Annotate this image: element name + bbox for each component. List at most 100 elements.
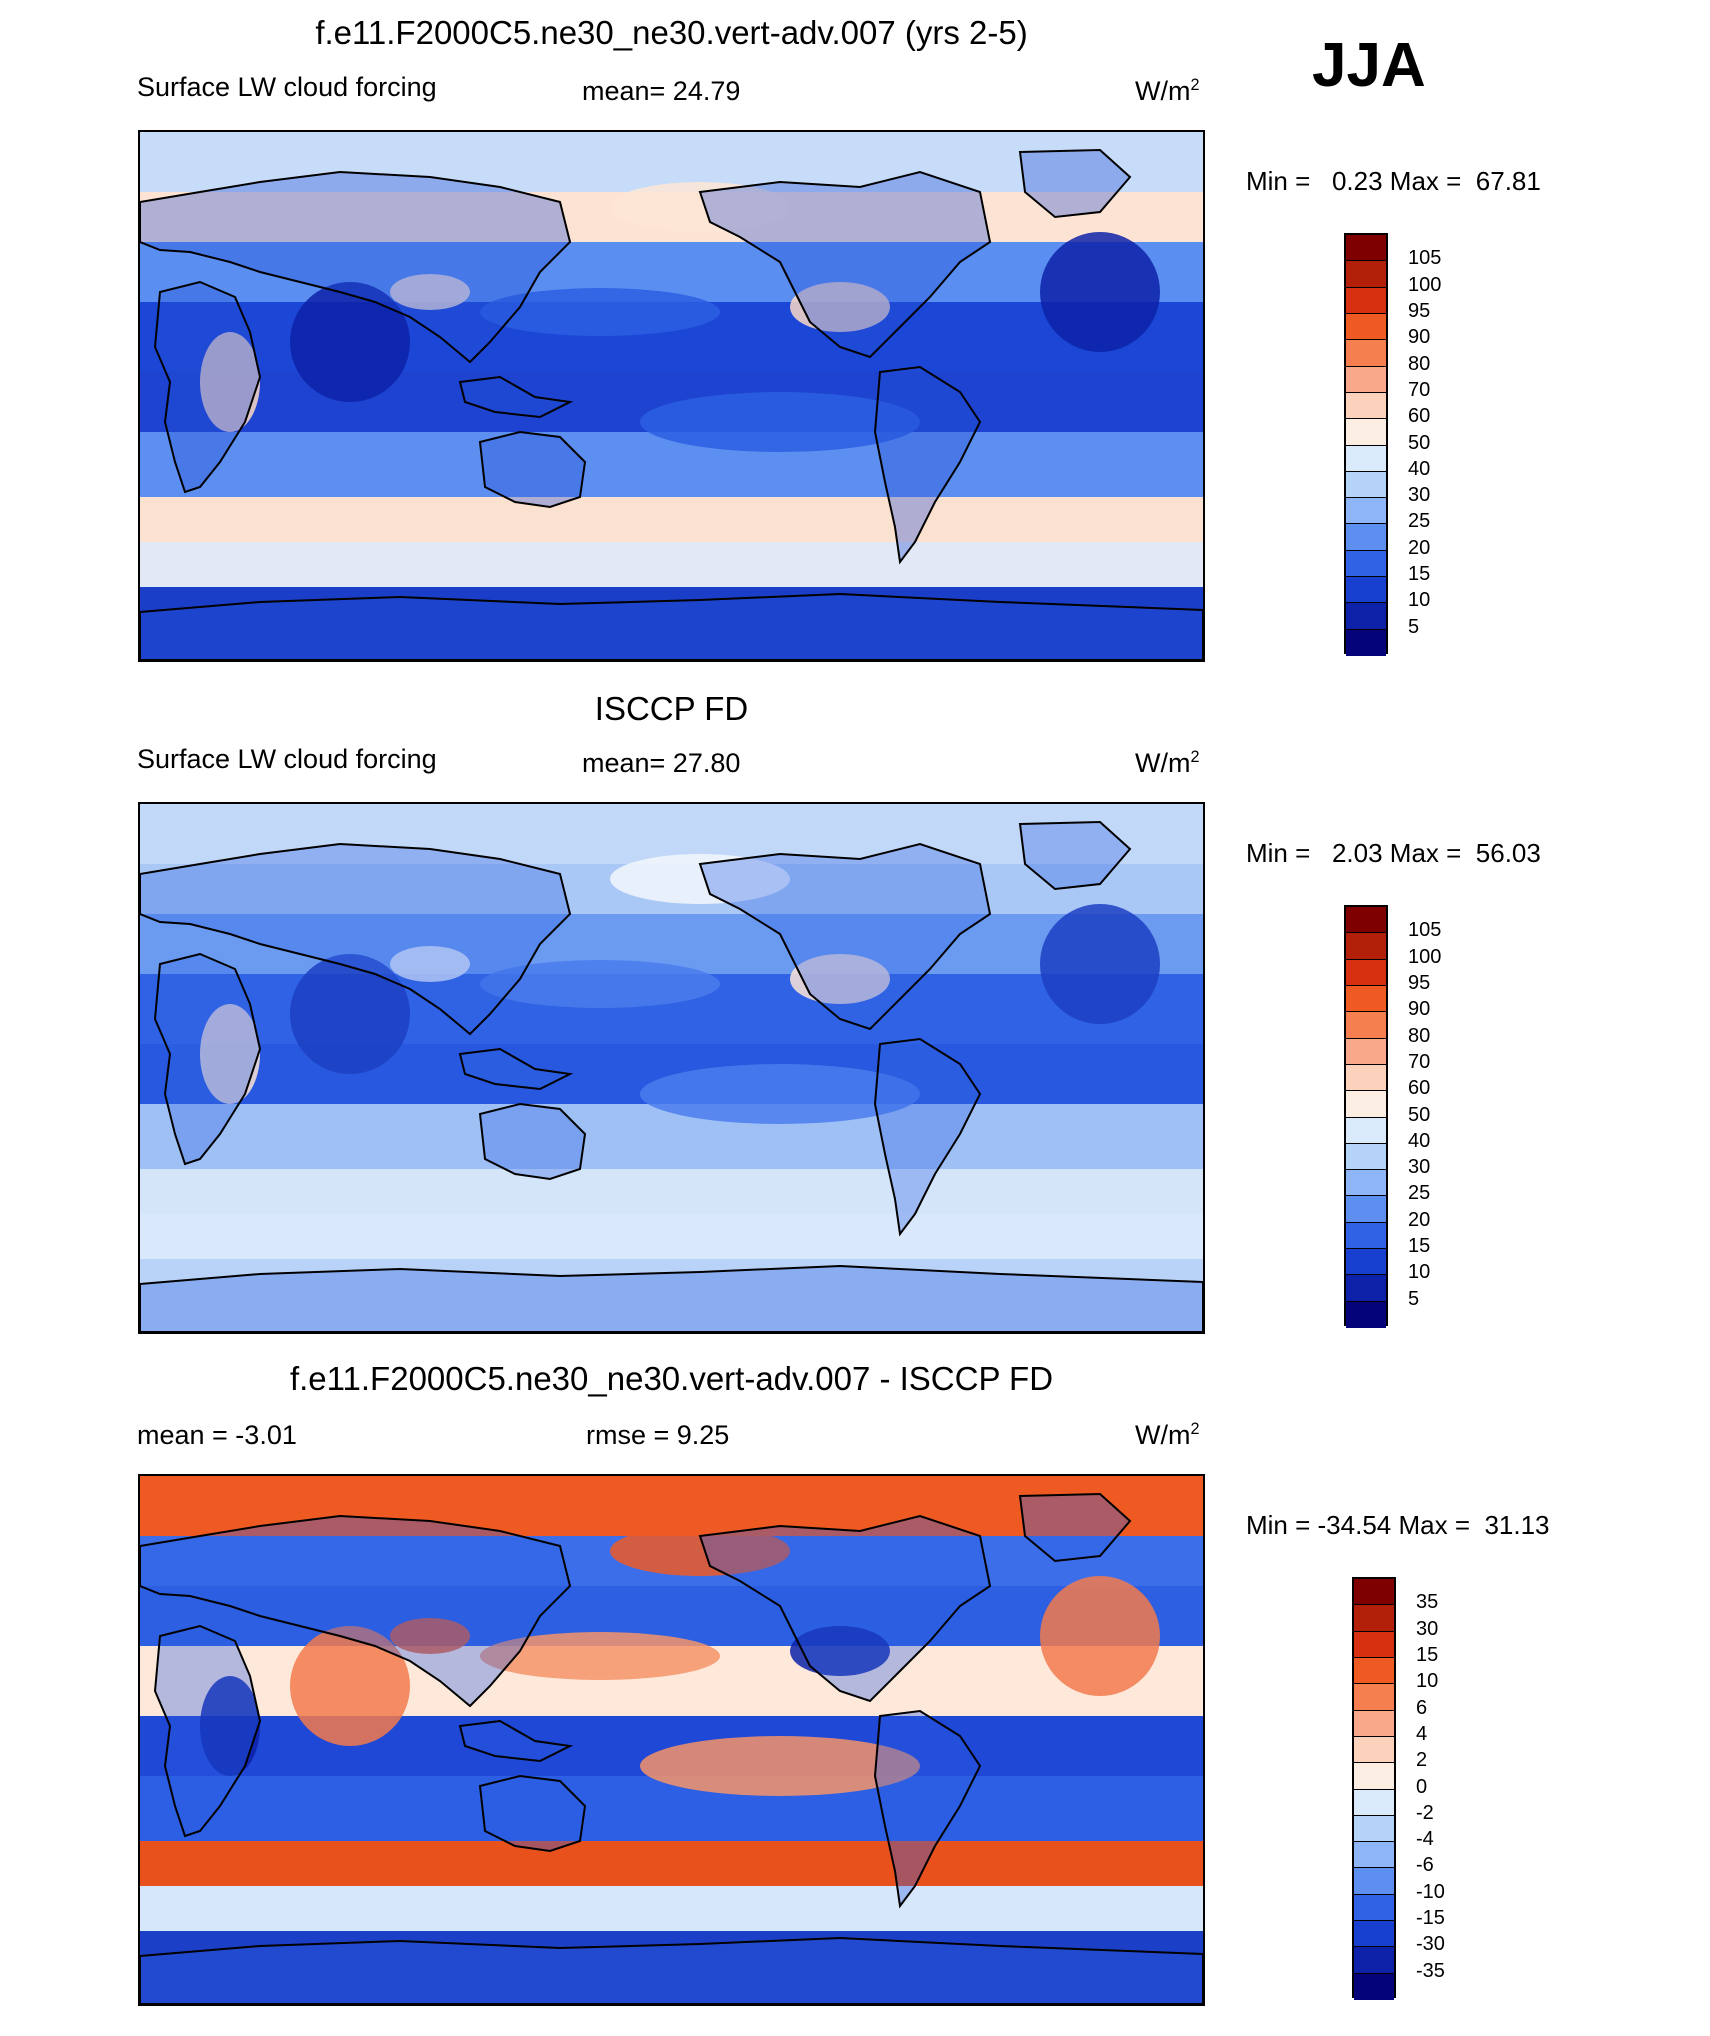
coastline xyxy=(458,1047,574,1091)
ocean-band xyxy=(140,432,1203,497)
colorbar-swatch xyxy=(1354,1973,1394,2000)
colorbar-tick-label: 4 xyxy=(1416,1722,1428,1745)
colorbar-swatch xyxy=(1346,1249,1386,1276)
colorbar-tick-label: 10 xyxy=(1416,1670,1439,1693)
colorbar-swatch xyxy=(1346,933,1386,960)
colorbar-tick-label: 20 xyxy=(1408,1208,1431,1231)
colorbar-swatch xyxy=(1346,603,1386,630)
colorbar-swatch xyxy=(1346,261,1386,288)
panel-2-mean-label: mean= 27.80 xyxy=(582,748,741,778)
panel-2-title: ISCCP FD xyxy=(594,690,749,727)
colorbar-swatch xyxy=(1354,1579,1394,1606)
colorbar-swatch xyxy=(1346,1196,1386,1223)
colorbar-swatch xyxy=(1354,1815,1394,1843)
coastline xyxy=(698,842,992,1031)
colorbar-swatch xyxy=(1346,629,1386,656)
panel-3-title: f.e11.F2000C5.ne30_ne30.vert-adv.007 - I… xyxy=(289,1360,1054,1397)
colorbar-swatch xyxy=(1346,445,1386,472)
coastline xyxy=(140,170,572,364)
panel-3-map xyxy=(138,1474,1205,2006)
coastline xyxy=(140,1514,572,1708)
colorbar-swatch xyxy=(1346,1117,1386,1144)
panel-2-colorbar xyxy=(1344,905,1388,1328)
ocean-band xyxy=(140,132,1203,192)
colorbar-tick-label: 5 xyxy=(1408,615,1420,638)
colorbar-swatch xyxy=(1346,1170,1386,1197)
field-feature xyxy=(390,946,470,982)
panel-3-units: W/m2 xyxy=(1135,1420,1200,1450)
field-feature xyxy=(790,282,890,332)
panel-1-map xyxy=(138,130,1205,662)
colorbar-swatch xyxy=(1346,419,1386,446)
colorbar-swatch xyxy=(1346,1064,1386,1092)
colorbar-tick-label: 30 xyxy=(1408,1156,1431,1179)
panel-2-map xyxy=(138,802,1205,1334)
colorbar-swatch xyxy=(1346,1275,1386,1302)
colorbar-swatch xyxy=(1354,1684,1394,1711)
coastline xyxy=(458,375,574,419)
panel-3-colorbar xyxy=(1352,1577,1396,2000)
colorbar-tick-label: -6 xyxy=(1416,1854,1434,1877)
ocean-band xyxy=(140,497,1203,542)
colorbar-swatch xyxy=(1354,1631,1394,1658)
colorbar-tick-label: 60 xyxy=(1408,1077,1431,1100)
coastline xyxy=(698,1514,992,1703)
colorbar-swatch xyxy=(1354,1894,1394,1922)
colorbar-swatch xyxy=(1354,1710,1394,1737)
coastline xyxy=(873,1709,982,1909)
coastline xyxy=(1018,820,1132,891)
field-feature xyxy=(390,274,470,310)
coastline xyxy=(478,1102,587,1181)
ocean-band xyxy=(140,1169,1203,1214)
field-feature xyxy=(610,854,790,904)
colorbar-tick-label: 95 xyxy=(1408,299,1431,322)
colorbar-tick-label: -15 xyxy=(1416,1907,1445,1930)
ocean-band xyxy=(140,1776,1203,1841)
ocean-band xyxy=(140,1476,1203,1536)
field-feature xyxy=(640,1736,920,1796)
field-feature xyxy=(480,960,720,1008)
panel-3-map-svg xyxy=(140,1476,1203,2004)
colorbar-swatch xyxy=(1346,498,1386,525)
field-feature xyxy=(790,1626,890,1676)
field-feature xyxy=(290,1626,410,1746)
colorbar-tick-label: 105 xyxy=(1408,919,1442,942)
colorbar-tick-label: -2 xyxy=(1416,1801,1434,1824)
field-feature xyxy=(480,1632,720,1680)
colorbar-swatch xyxy=(1354,1868,1394,1895)
panel-1-variable-label: Surface LW cloud forcing xyxy=(137,72,437,102)
ocean-band xyxy=(140,1841,1203,1886)
panel-2-units: W/m2 xyxy=(1135,748,1200,778)
panel-3-mean-label: mean = -3.01 xyxy=(137,1420,297,1450)
colorbar-tick-label: -4 xyxy=(1416,1828,1434,1851)
colorbar-swatch xyxy=(1346,1091,1386,1118)
ocean-band xyxy=(140,1214,1203,1259)
field-feature xyxy=(290,282,410,402)
colorbar-swatch xyxy=(1346,550,1386,578)
colorbar-tick-label: 40 xyxy=(1408,1129,1431,1152)
colorbar-tick-label: 100 xyxy=(1408,945,1442,968)
colorbar-swatch xyxy=(1346,1143,1386,1171)
panel-3-minmax: Min = -34.54 Max = 31.13 xyxy=(1246,1510,1550,1540)
colorbar-tick-label: 15 xyxy=(1416,1643,1439,1666)
colorbar-tick-label: 0 xyxy=(1416,1775,1428,1798)
colorbar-tick-label: 15 xyxy=(1408,1235,1431,1258)
colorbar-swatch xyxy=(1354,1947,1394,1974)
coastline xyxy=(140,842,572,1036)
coastline xyxy=(1018,148,1132,219)
field-feature xyxy=(200,332,260,432)
colorbar-swatch xyxy=(1354,1842,1394,1869)
coastline xyxy=(873,365,982,565)
panel-1-minmax: Min = 0.23 Max = 67.81 xyxy=(1246,166,1541,196)
colorbar-swatch xyxy=(1346,471,1386,499)
colorbar-tick-label: 6 xyxy=(1416,1696,1428,1719)
field-feature xyxy=(790,954,890,1004)
panel-2-minmax: Min = 2.03 Max = 56.03 xyxy=(1246,838,1541,868)
colorbar-tick-label: 90 xyxy=(1408,998,1431,1021)
colorbar-tick-label: 95 xyxy=(1408,971,1431,994)
colorbar-swatch xyxy=(1346,313,1386,341)
colorbar-tick-label: -30 xyxy=(1416,1933,1445,1956)
field-feature xyxy=(200,1004,260,1104)
colorbar-tick-label: 25 xyxy=(1408,510,1431,533)
colorbar-tick-label: 70 xyxy=(1408,378,1431,401)
